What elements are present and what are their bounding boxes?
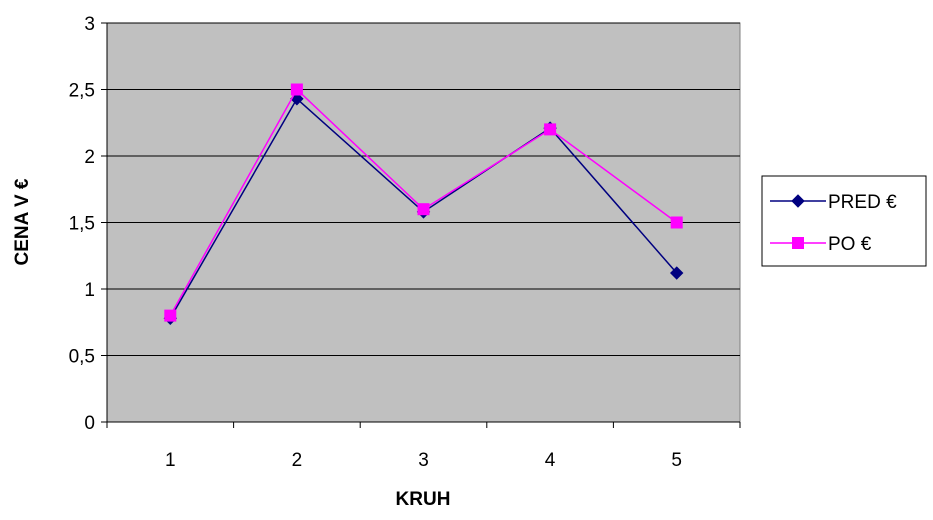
y-tick-label: 2	[84, 147, 95, 168]
legend: PRED € PO €	[761, 175, 927, 267]
y-tick-label: 2,5	[69, 81, 95, 102]
legend-label: PRED €	[828, 192, 897, 213]
data-point-square	[544, 123, 557, 136]
data-point-square	[417, 203, 430, 216]
legend-item: PO €	[770, 234, 872, 255]
y-tick-label: 1,5	[69, 214, 95, 235]
legend-item: PRED €	[770, 192, 897, 213]
x-tick-label: 4	[545, 450, 556, 471]
axes: 0 0,5 1 1,5 2 2,5 3 1 2 3 4 5	[69, 14, 741, 471]
y-axis-title: CENA V €	[12, 178, 33, 265]
legend-label: PO €	[828, 234, 872, 255]
legend-box	[761, 175, 927, 267]
series-2	[164, 83, 683, 322]
legend-marker	[792, 237, 804, 249]
data-point-square	[670, 216, 683, 229]
y-tick-label: 3	[84, 14, 95, 35]
x-tick-label: 2	[292, 450, 303, 471]
series-group	[163, 83, 684, 325]
data-point-diamond	[669, 266, 684, 280]
y-tick-label: 1	[84, 280, 95, 301]
legend-marker	[791, 194, 805, 208]
y-tick-label: 0	[84, 413, 95, 434]
data-point-square	[290, 83, 303, 96]
gridlines	[107, 22, 740, 356]
legend-items: PRED € PO €	[770, 192, 897, 255]
x-tick-label: 5	[671, 450, 682, 471]
x-tick-label: 3	[418, 450, 429, 471]
x-axis-title: KRUH	[396, 489, 451, 510]
y-tick-label: 0,5	[69, 347, 95, 368]
data-point-square	[164, 309, 177, 322]
x-tick-label: 1	[165, 450, 176, 471]
